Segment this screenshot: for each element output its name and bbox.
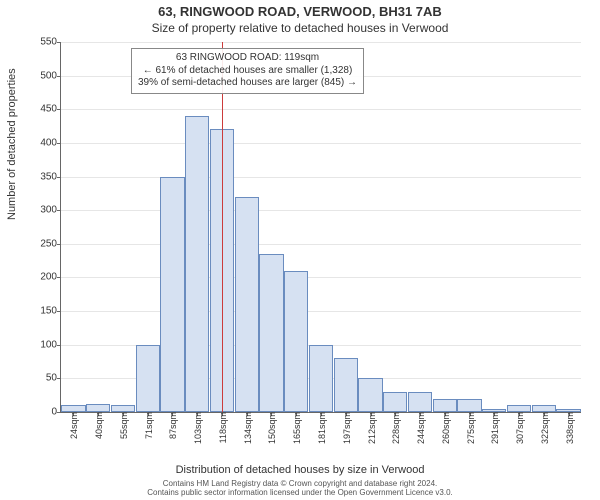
x-tick-label: 165sqm <box>290 412 302 444</box>
chart-container: 63, RINGWOOD ROAD, VERWOOD, BH31 7AB Siz… <box>0 0 600 500</box>
chart-title-address: 63, RINGWOOD ROAD, VERWOOD, BH31 7AB <box>0 0 600 19</box>
annotation-box: 63 RINGWOOD ROAD: 119sqm← 61% of detache… <box>131 48 364 94</box>
x-tick-label: 212sqm <box>365 412 377 444</box>
x-tick-label: 291sqm <box>488 412 500 444</box>
x-tick-label: 150sqm <box>265 412 277 444</box>
x-axis-label: Distribution of detached houses by size … <box>0 464 600 476</box>
y-tick-mark <box>57 210 61 211</box>
histogram-bar <box>61 405 85 412</box>
annotation-line-2: ← 61% of detached houses are smaller (1,… <box>138 65 357 78</box>
histogram-bar <box>408 392 432 412</box>
y-tick-mark <box>57 42 61 43</box>
histogram-bar <box>284 271 308 412</box>
y-tick-mark <box>57 76 61 77</box>
y-tick-mark <box>57 109 61 110</box>
histogram-bar <box>507 405 531 412</box>
histogram-bar <box>532 405 556 412</box>
x-tick-label: 118sqm <box>216 412 228 443</box>
histogram-bar <box>111 405 135 412</box>
x-tick-label: 40sqm <box>92 412 104 439</box>
histogram-bar <box>259 254 283 412</box>
gridline <box>61 244 581 245</box>
x-tick-label: 55sqm <box>117 412 129 439</box>
x-tick-label: 24sqm <box>67 412 79 439</box>
gridline <box>61 109 581 110</box>
gridline <box>61 311 581 312</box>
y-tick-mark <box>57 244 61 245</box>
gridline <box>61 143 581 144</box>
chart-subtitle: Size of property relative to detached ho… <box>0 19 600 35</box>
x-tick-label: 275sqm <box>464 412 476 444</box>
y-axis-label: Number of detached properties <box>6 68 18 220</box>
histogram-bar <box>383 392 407 412</box>
plot-area: 05010015020025030035040045050055024sqm40… <box>60 42 581 413</box>
x-tick-label: 307sqm <box>513 412 525 444</box>
x-tick-label: 103sqm <box>191 412 203 444</box>
x-tick-label: 244sqm <box>414 412 426 444</box>
histogram-bar <box>358 378 382 412</box>
annotation-line-3: 39% of semi-detached houses are larger (… <box>138 77 357 90</box>
histogram-bar <box>86 404 110 412</box>
histogram-bar <box>309 345 333 412</box>
x-tick-label: 228sqm <box>389 412 401 444</box>
y-tick-mark <box>57 177 61 178</box>
x-tick-label: 181sqm <box>315 412 327 444</box>
histogram-bar <box>334 358 358 412</box>
gridline <box>61 210 581 211</box>
x-tick-label: 260sqm <box>439 412 451 444</box>
x-tick-label: 87sqm <box>166 412 178 439</box>
histogram-bar <box>160 177 184 412</box>
y-tick-mark <box>57 345 61 346</box>
gridline <box>61 177 581 178</box>
histogram-bar <box>185 116 209 412</box>
histogram-bar <box>136 345 160 412</box>
x-tick-label: 134sqm <box>241 412 253 444</box>
footnote-line-1: Contains HM Land Registry data © Crown c… <box>163 479 438 488</box>
y-tick-mark <box>57 412 61 413</box>
footnote-line-2: Contains public sector information licen… <box>147 488 453 497</box>
x-tick-label: 197sqm <box>340 412 352 444</box>
x-tick-label: 338sqm <box>563 412 575 444</box>
x-tick-label: 71sqm <box>142 412 154 439</box>
histogram-bar <box>433 399 457 412</box>
y-tick-mark <box>57 311 61 312</box>
source-footnote: Contains HM Land Registry data © Crown c… <box>0 480 600 498</box>
reference-line <box>222 42 223 412</box>
x-tick-label: 322sqm <box>538 412 550 444</box>
gridline <box>61 42 581 43</box>
annotation-line-1: 63 RINGWOOD ROAD: 119sqm <box>138 52 357 65</box>
y-tick-mark <box>57 378 61 379</box>
gridline <box>61 277 581 278</box>
histogram-bar <box>235 197 259 412</box>
y-tick-mark <box>57 143 61 144</box>
y-tick-mark <box>57 277 61 278</box>
histogram-bar <box>457 399 481 412</box>
